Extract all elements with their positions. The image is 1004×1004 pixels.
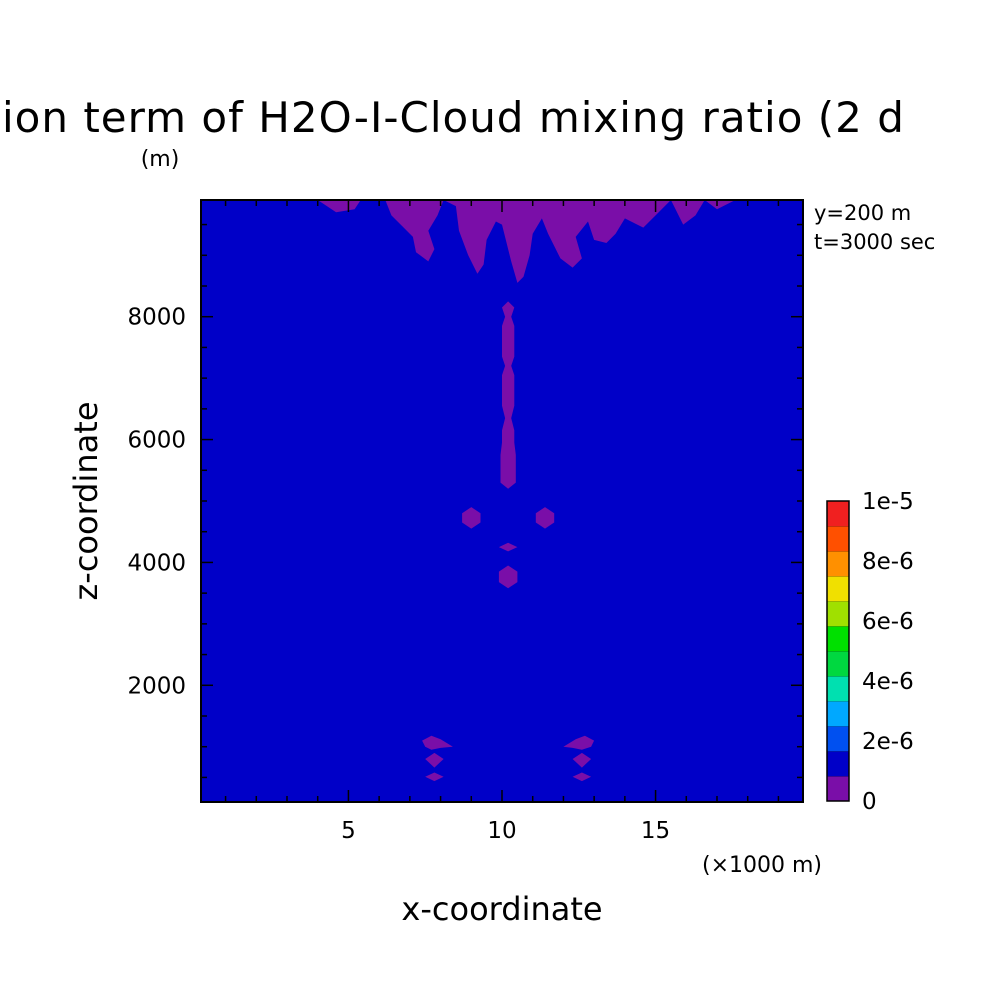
- y-tick-labels: 2000 4000 6000 8000: [127, 305, 186, 700]
- contour-region-blob-left: [462, 507, 481, 529]
- colorbar-tick-label: 6e-6: [862, 609, 914, 635]
- x-tick-label: 10: [487, 818, 516, 844]
- colorbar-segment: [827, 701, 849, 727]
- contour-region-central-column: [500, 301, 516, 489]
- x-tick-label: 5: [341, 818, 356, 844]
- colorbar-segment: [827, 626, 849, 652]
- contour-region-cloud-top-plumes: [317, 200, 736, 283]
- colorbar-frame: [826, 500, 850, 802]
- plot-frame: [200, 199, 804, 803]
- colorbar-segment: [827, 551, 849, 577]
- colorbar-tick-label: 8e-6: [862, 549, 914, 575]
- plot-area: [200, 199, 804, 803]
- colorbar-segment: [827, 676, 849, 702]
- contour-region-blob-right: [535, 507, 555, 529]
- colorbar-tick-label: 1e-5: [862, 489, 914, 515]
- contour-region-right-top: [563, 735, 595, 750]
- colorbar-segment: [827, 651, 849, 677]
- colorbar-segment: [827, 776, 849, 802]
- contour-region-blob-small: [498, 542, 518, 552]
- colorbar-segment: [827, 526, 849, 552]
- y-tick-label: 4000: [127, 550, 186, 576]
- contour-region-right-mid: [572, 752, 592, 768]
- plot-background: [201, 200, 803, 802]
- contour-region-left-mid: [425, 752, 444, 768]
- x-axis-unit: (×1000 m): [702, 853, 822, 878]
- colorbar-segment: [827, 751, 849, 777]
- contour-region-right-bottom: [572, 772, 592, 782]
- x-axis-label: x-coordinate: [401, 890, 602, 928]
- contour-regions: [317, 200, 736, 782]
- annotation-y: y=200 m: [814, 201, 911, 225]
- axis-ticks: [201, 200, 803, 802]
- contour-region-blob-lower: [498, 565, 518, 589]
- x-tick-labels: 5 10 15: [341, 818, 670, 844]
- chart-title: ion term of H2O-I-Cloud mixing ratio (2 …: [2, 93, 905, 142]
- colorbar-segment: [827, 501, 849, 527]
- annotation-t: t=3000 sec: [814, 230, 935, 254]
- y-tick-label: 2000: [127, 673, 186, 699]
- contour-region-left-top: [422, 735, 453, 750]
- x-tick-label: 15: [641, 818, 670, 844]
- y-tick-label: 6000: [127, 428, 186, 454]
- y-tick-label: 8000: [127, 305, 186, 331]
- contour-region-left-bottom: [425, 772, 444, 782]
- colorbar-segment: [827, 576, 849, 602]
- colorbar-tick-label: 2e-6: [862, 729, 914, 755]
- colorbar-segment: [827, 726, 849, 752]
- y-axis-unit: (m): [141, 147, 180, 172]
- colorbar-tick-label: 4e-6: [862, 669, 914, 695]
- colorbar: 1e-5 8e-6 6e-6 4e-6 2e-6 0: [826, 489, 914, 815]
- colorbar-segment: [827, 601, 849, 627]
- colorbar-tick-label: 0: [862, 789, 877, 815]
- y-axis-label: z-coordinate: [67, 401, 105, 600]
